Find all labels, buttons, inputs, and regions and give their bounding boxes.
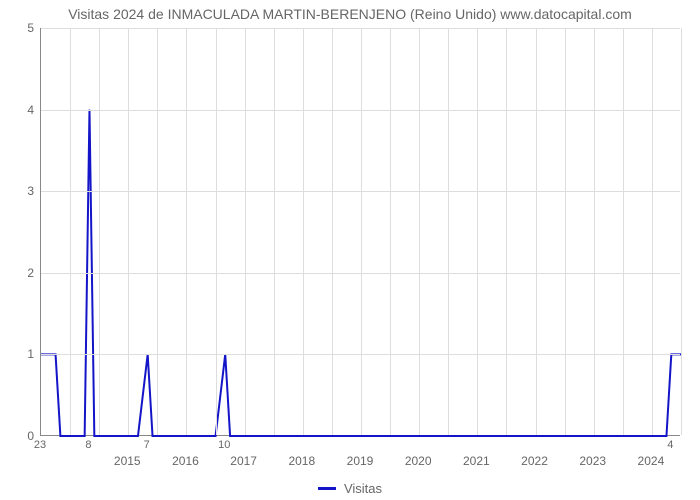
x-tick-label: 2019 [347, 454, 374, 468]
grid-line-v [332, 28, 333, 435]
y-tick-label: 0 [0, 429, 34, 443]
visits-chart: Visitas 2024 de INMACULADA MARTIN-BERENJ… [0, 0, 700, 500]
grid-line-v [681, 28, 682, 435]
grid-line-v [565, 28, 566, 435]
grid-line-v [536, 28, 537, 435]
grid-line-v [303, 28, 304, 435]
x-tick-label: 2020 [405, 454, 432, 468]
legend: Visitas [0, 481, 700, 496]
x-tick-label: 2022 [521, 454, 548, 468]
legend-swatch [318, 487, 336, 490]
grid-line-v [361, 28, 362, 435]
grid-line-v [448, 28, 449, 435]
grid-line-v [186, 28, 187, 435]
x-tick-label: 2015 [114, 454, 141, 468]
grid-line-v [99, 28, 100, 435]
y-tick-label: 4 [0, 103, 34, 117]
x-minor-tick-label: 8 [85, 439, 91, 451]
grid-line-v [128, 28, 129, 435]
x-tick-label: 2018 [288, 454, 315, 468]
x-minor-tick-label: 23 [34, 439, 46, 451]
y-tick-label: 5 [0, 21, 34, 35]
grid-line-v [477, 28, 478, 435]
x-tick-label: 2017 [230, 454, 257, 468]
grid-line-v [419, 28, 420, 435]
x-tick-label: 2023 [579, 454, 606, 468]
grid-line-v [70, 28, 71, 435]
y-tick-label: 2 [0, 266, 34, 280]
grid-line-v [594, 28, 595, 435]
x-minor-tick-label: 10 [218, 439, 230, 451]
chart-title: Visitas 2024 de INMACULADA MARTIN-BERENJ… [0, 6, 700, 22]
legend-label: Visitas [344, 481, 382, 496]
grid-line-v [216, 28, 217, 435]
y-tick-label: 1 [0, 347, 34, 361]
x-tick-label: 2016 [172, 454, 199, 468]
grid-line-v [506, 28, 507, 435]
plot-area [40, 28, 680, 436]
y-tick-label: 3 [0, 184, 34, 198]
grid-line-v [652, 28, 653, 435]
x-minor-tick-label: 4 [667, 439, 673, 451]
x-tick-label: 2024 [638, 454, 665, 468]
x-minor-tick-label: 7 [144, 439, 150, 451]
grid-line-v [390, 28, 391, 435]
grid-line-v [157, 28, 158, 435]
grid-line-v [245, 28, 246, 435]
grid-line-v [623, 28, 624, 435]
x-tick-label: 2021 [463, 454, 490, 468]
grid-line-v [274, 28, 275, 435]
